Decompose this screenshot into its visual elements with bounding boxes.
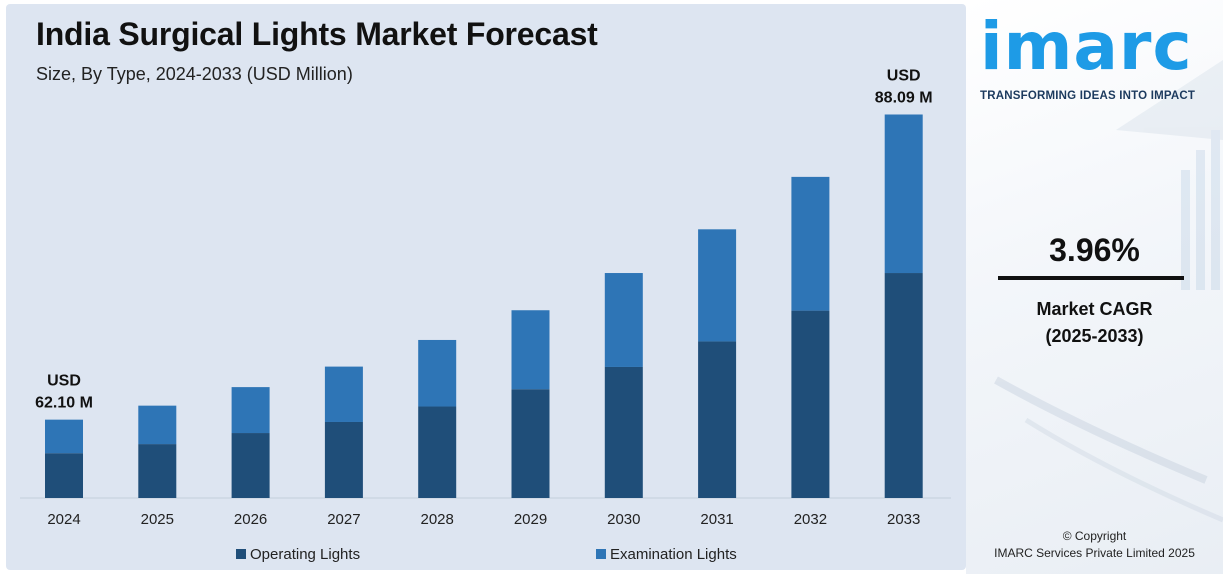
bar-chart: 2024 2025 2026 2027 2028 2029 2030 2031 2032 2033… xyxy=(20,67,951,563)
value-label-2033-currency: USD xyxy=(887,67,921,84)
copyright-line2: IMARC Services Private Limited 2025 xyxy=(994,546,1195,560)
copyright: © Copyright IMARC Services Private Limit… xyxy=(966,528,1223,562)
cagr-label-line1: Market CAGR xyxy=(1036,299,1153,319)
bar-operating-2031 xyxy=(698,341,737,498)
bar-operating-2024 xyxy=(45,453,83,498)
x-tick-label-2027: 2027 xyxy=(327,511,360,528)
cagr-divider xyxy=(998,276,1184,280)
value-label-2033-amount: 88.09 M xyxy=(875,89,933,106)
bar-examination-2029 xyxy=(511,310,550,390)
bar-operating-2032 xyxy=(791,310,830,498)
bar-examination-2028 xyxy=(418,339,457,407)
x-tick-label-2028: 2028 xyxy=(421,511,454,528)
logo-wordmark: imarc xyxy=(980,8,1193,85)
x-tick-label-2033: 2033 xyxy=(887,511,920,528)
bar-operating-2028 xyxy=(418,406,457,498)
bar-examination-2024 xyxy=(45,419,83,454)
bar-operating-2029 xyxy=(511,389,550,498)
logo-tagline: TRANSFORMING IDEAS INTO IMPACT xyxy=(980,90,1196,102)
cagr-label-line2: (2025-2033) xyxy=(1045,326,1144,346)
bar-operating-2030 xyxy=(604,366,643,498)
value-label-2024-amount: 62.10 M xyxy=(35,395,93,412)
bar-examination-2027 xyxy=(324,366,363,422)
cagr-value: 3.96% xyxy=(1049,232,1140,268)
bar-operating-2025 xyxy=(138,444,177,498)
background-decoration xyxy=(994,60,1223,523)
legend-label-operating: Operating Lights xyxy=(250,546,360,563)
cagr-label: Market CAGR (2025-2033) xyxy=(966,296,1223,350)
legend-swatch-examination xyxy=(596,549,606,559)
bar-examination-2025 xyxy=(138,405,177,445)
x-tick-label-2030: 2030 xyxy=(607,511,640,528)
bar-operating-2026 xyxy=(231,433,270,498)
bar-examination-2033 xyxy=(884,114,923,274)
bar-operating-2027 xyxy=(324,421,363,498)
imarc-logo: imarc TRANSFORMING IDEAS INTO IMPACT xyxy=(980,8,1210,103)
x-tick-label-2029: 2029 xyxy=(514,511,547,528)
chart-title: India Surgical Lights Market Forecast xyxy=(36,16,598,52)
chart-panel: India Surgical Lights Market Forecast Si… xyxy=(6,4,966,570)
x-tick-label-2025: 2025 xyxy=(141,511,174,528)
legend-swatch-operating xyxy=(236,549,246,559)
x-tick-label-2026: 2026 xyxy=(234,511,267,528)
chart-subtitle: Size, By Type, 2024-2033 (USD Million) xyxy=(36,64,353,84)
bar-examination-2032 xyxy=(791,176,830,311)
x-tick-label-2031: 2031 xyxy=(700,511,733,528)
bar-examination-2026 xyxy=(231,387,270,434)
x-tick-label-2032: 2032 xyxy=(794,511,827,528)
side-panel: imarc TRANSFORMING IDEAS INTO IMPACT 3.9… xyxy=(966,0,1223,574)
copyright-line1: © Copyright xyxy=(1062,529,1127,543)
value-label-2024-currency: USD xyxy=(47,373,81,390)
bar-examination-2031 xyxy=(698,229,737,342)
x-tick-label-2024: 2024 xyxy=(47,511,80,528)
legend-label-examination: Examination Lights xyxy=(610,546,737,563)
bar-examination-2030 xyxy=(604,273,643,367)
bar-operating-2033 xyxy=(884,273,923,498)
